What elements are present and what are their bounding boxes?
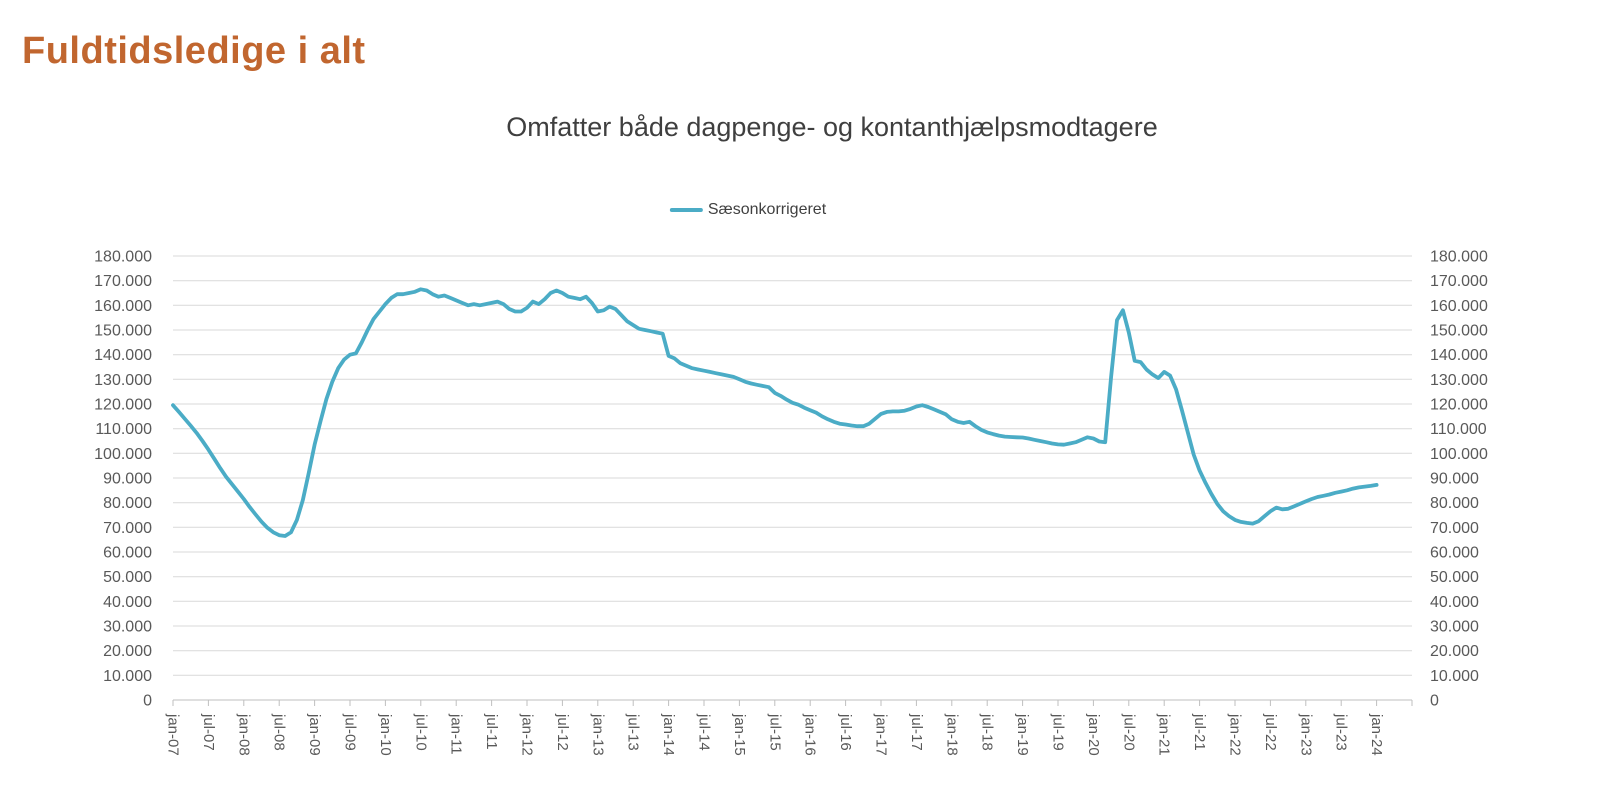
y-axis-label: 70.000 [103,520,152,537]
legend: Sæsonkorrigeret [669,201,827,219]
y-axis-label: 90.000 [103,471,152,488]
y-axis-labels-left: 0 10.000 20.000 30.000 40.000 50.000 60.000 70.… [94,249,152,710]
x-axis-label: jan-17 [873,713,890,756]
y-axis-label: 170.000 [94,273,152,290]
y-axis-label: 120.000 [1430,397,1488,414]
y-axis-label: 110.000 [95,421,152,438]
y-gridlines [173,255,1412,676]
y-axis-label: 120.000 [94,397,152,414]
y-axis-label: 60.000 [1430,545,1479,562]
x-axis-label: jul-22 [1262,713,1279,751]
y-axis-label: 100.000 [1430,446,1488,463]
y-axis-label: 140.000 [1430,347,1488,364]
series-line-saesonkorrigeret [171,287,1379,538]
legend-series-label: Sæsonkorrigeret [707,201,827,218]
x-axis-label: jul-13 [625,713,642,751]
y-axis-label: 20.000 [1430,643,1479,660]
x-axis-label: jan-10 [377,713,394,756]
y-axis-label: 30.000 [103,619,152,636]
y-axis-label: 130.000 [94,372,152,389]
y-axis-label: 170.000 [1430,273,1488,290]
x-axis-label: jul-08 [271,713,288,751]
x-axis-label: jul-23 [1333,713,1350,751]
x-axis-label: jan-20 [1085,713,1102,756]
y-axis-label: 30.000 [1430,619,1479,636]
y-axis-label: 0 [1430,693,1439,710]
x-axis-label: jul-11 [483,713,500,750]
y-axis-label: 40.000 [1430,594,1479,611]
y-axis-label: 40.000 [103,594,152,611]
x-axis-label: jan-22 [1227,713,1244,756]
x-axis-label: jul-17 [908,713,925,751]
y-axis-label: 110.000 [1430,421,1487,438]
x-axis-label: jul-20 [1120,713,1137,751]
x-axis-label: jan-21 [1156,713,1173,756]
y-axis-label: 60.000 [103,545,152,562]
x-axis-label: jul-19 [1050,713,1067,751]
x-axis-label: jul-21 [1191,713,1208,751]
x-axis-label: jul-16 [837,713,854,751]
y-axis-label: 50.000 [103,569,152,586]
x-axis-label: jan-24 [1368,713,1385,756]
x-axis-labels: jan-07 jul-07 jan-08 jul-08 jan-09 jul-09 jan-… [165,713,1386,756]
y-axis-label: 160.000 [94,298,152,315]
x-axis-label: jan-19 [1014,713,1031,756]
y-axis-label: 10.000 [1430,668,1479,685]
y-axis-label: 140.000 [94,347,152,364]
x-axis-label: jul-10 [412,713,429,751]
y-axis-label: 80.000 [103,495,152,512]
y-axis-label: 90.000 [1430,471,1479,488]
y-axis-label: 150.000 [94,323,152,340]
x-axis-label: jul-07 [200,713,217,751]
y-axis-label: 160.000 [1430,298,1488,315]
x-axis-label: jan-08 [235,713,252,756]
y-axis-label: 180.000 [94,249,152,266]
y-axis-label: 180.000 [1430,249,1488,266]
y-axis-label: 80.000 [1430,495,1479,512]
chart-title: Omfatter både dagpenge- og kontanthjælps… [506,112,1158,142]
x-axis-label: jan-16 [802,713,819,756]
x-axis-label: jan-11 [448,713,465,755]
x-axis-label: jul-15 [766,713,783,751]
page-title: Fuldtidsledige i alt [22,30,366,72]
x-axis-label: jan-12 [519,713,536,756]
x-axis-label: jan-13 [589,713,606,756]
x-axis-label: jul-14 [696,713,713,751]
y-axis-label: 150.000 [1430,323,1488,340]
y-axis-label: 0 [143,693,152,710]
y-axis-label: 10.000 [103,668,152,685]
y-axis-label: 130.000 [1430,372,1488,389]
x-axis-label: jan-09 [306,713,323,756]
legend-line-swatch [669,208,703,212]
x-axis-label: jan-23 [1297,713,1314,756]
x-axis-label: jul-18 [979,713,996,751]
x-axis [172,699,1413,706]
x-axis-label: jul-12 [554,713,571,751]
y-axis-label: 50.000 [1430,569,1479,586]
y-axis-labels-right: 0 10.000 20.000 30.000 40.000 50.000 60.000 70.… [1430,249,1488,710]
y-axis-label: 100.000 [94,446,152,463]
x-axis-label: jul-09 [342,713,359,751]
x-axis-label: jan-14 [660,713,677,756]
y-axis-label: 20.000 [103,643,152,660]
x-axis-label: jan-15 [731,713,748,756]
x-axis-label: jan-18 [943,713,960,756]
y-axis-label: 70.000 [1430,520,1479,537]
x-axis-label: jan-07 [165,713,182,756]
